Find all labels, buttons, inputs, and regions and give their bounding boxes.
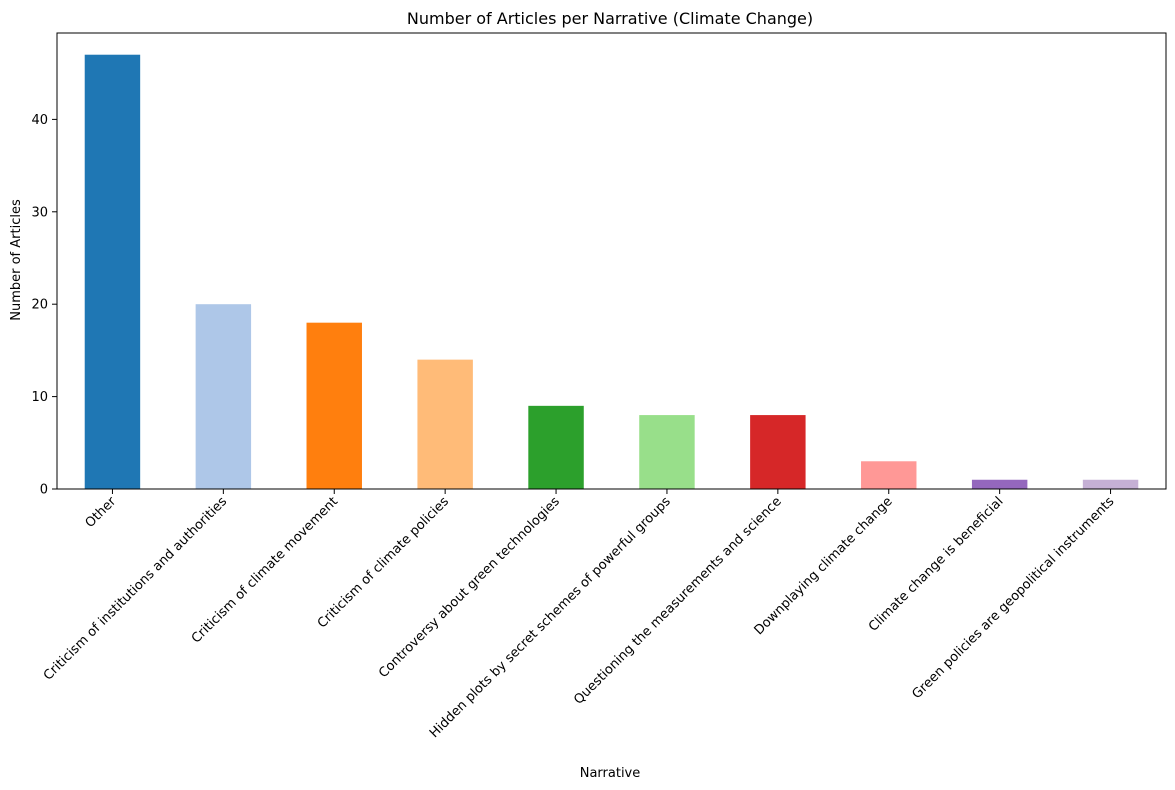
bar — [306, 322, 362, 489]
bar — [84, 54, 141, 490]
bar — [417, 359, 473, 489]
y-tick-label: 20 — [31, 298, 48, 313]
bar — [528, 405, 584, 489]
chart-title: Number of Articles per Narrative (Climat… — [407, 9, 813, 28]
y-axis-label: Number of Articles — [9, 199, 24, 321]
y-tick-label: 10 — [31, 390, 48, 405]
y-tick-label: 30 — [31, 205, 48, 220]
y-tick-label: 0 — [40, 483, 48, 498]
bar — [971, 479, 1028, 489]
plot-frame — [56, 32, 1167, 490]
bar — [861, 461, 917, 489]
bar — [1082, 479, 1139, 489]
y-tick-label: 40 — [31, 113, 48, 128]
bar — [639, 415, 695, 489]
x-axis-label: Narrative — [580, 766, 641, 781]
bar — [750, 415, 806, 489]
bar — [195, 304, 252, 489]
